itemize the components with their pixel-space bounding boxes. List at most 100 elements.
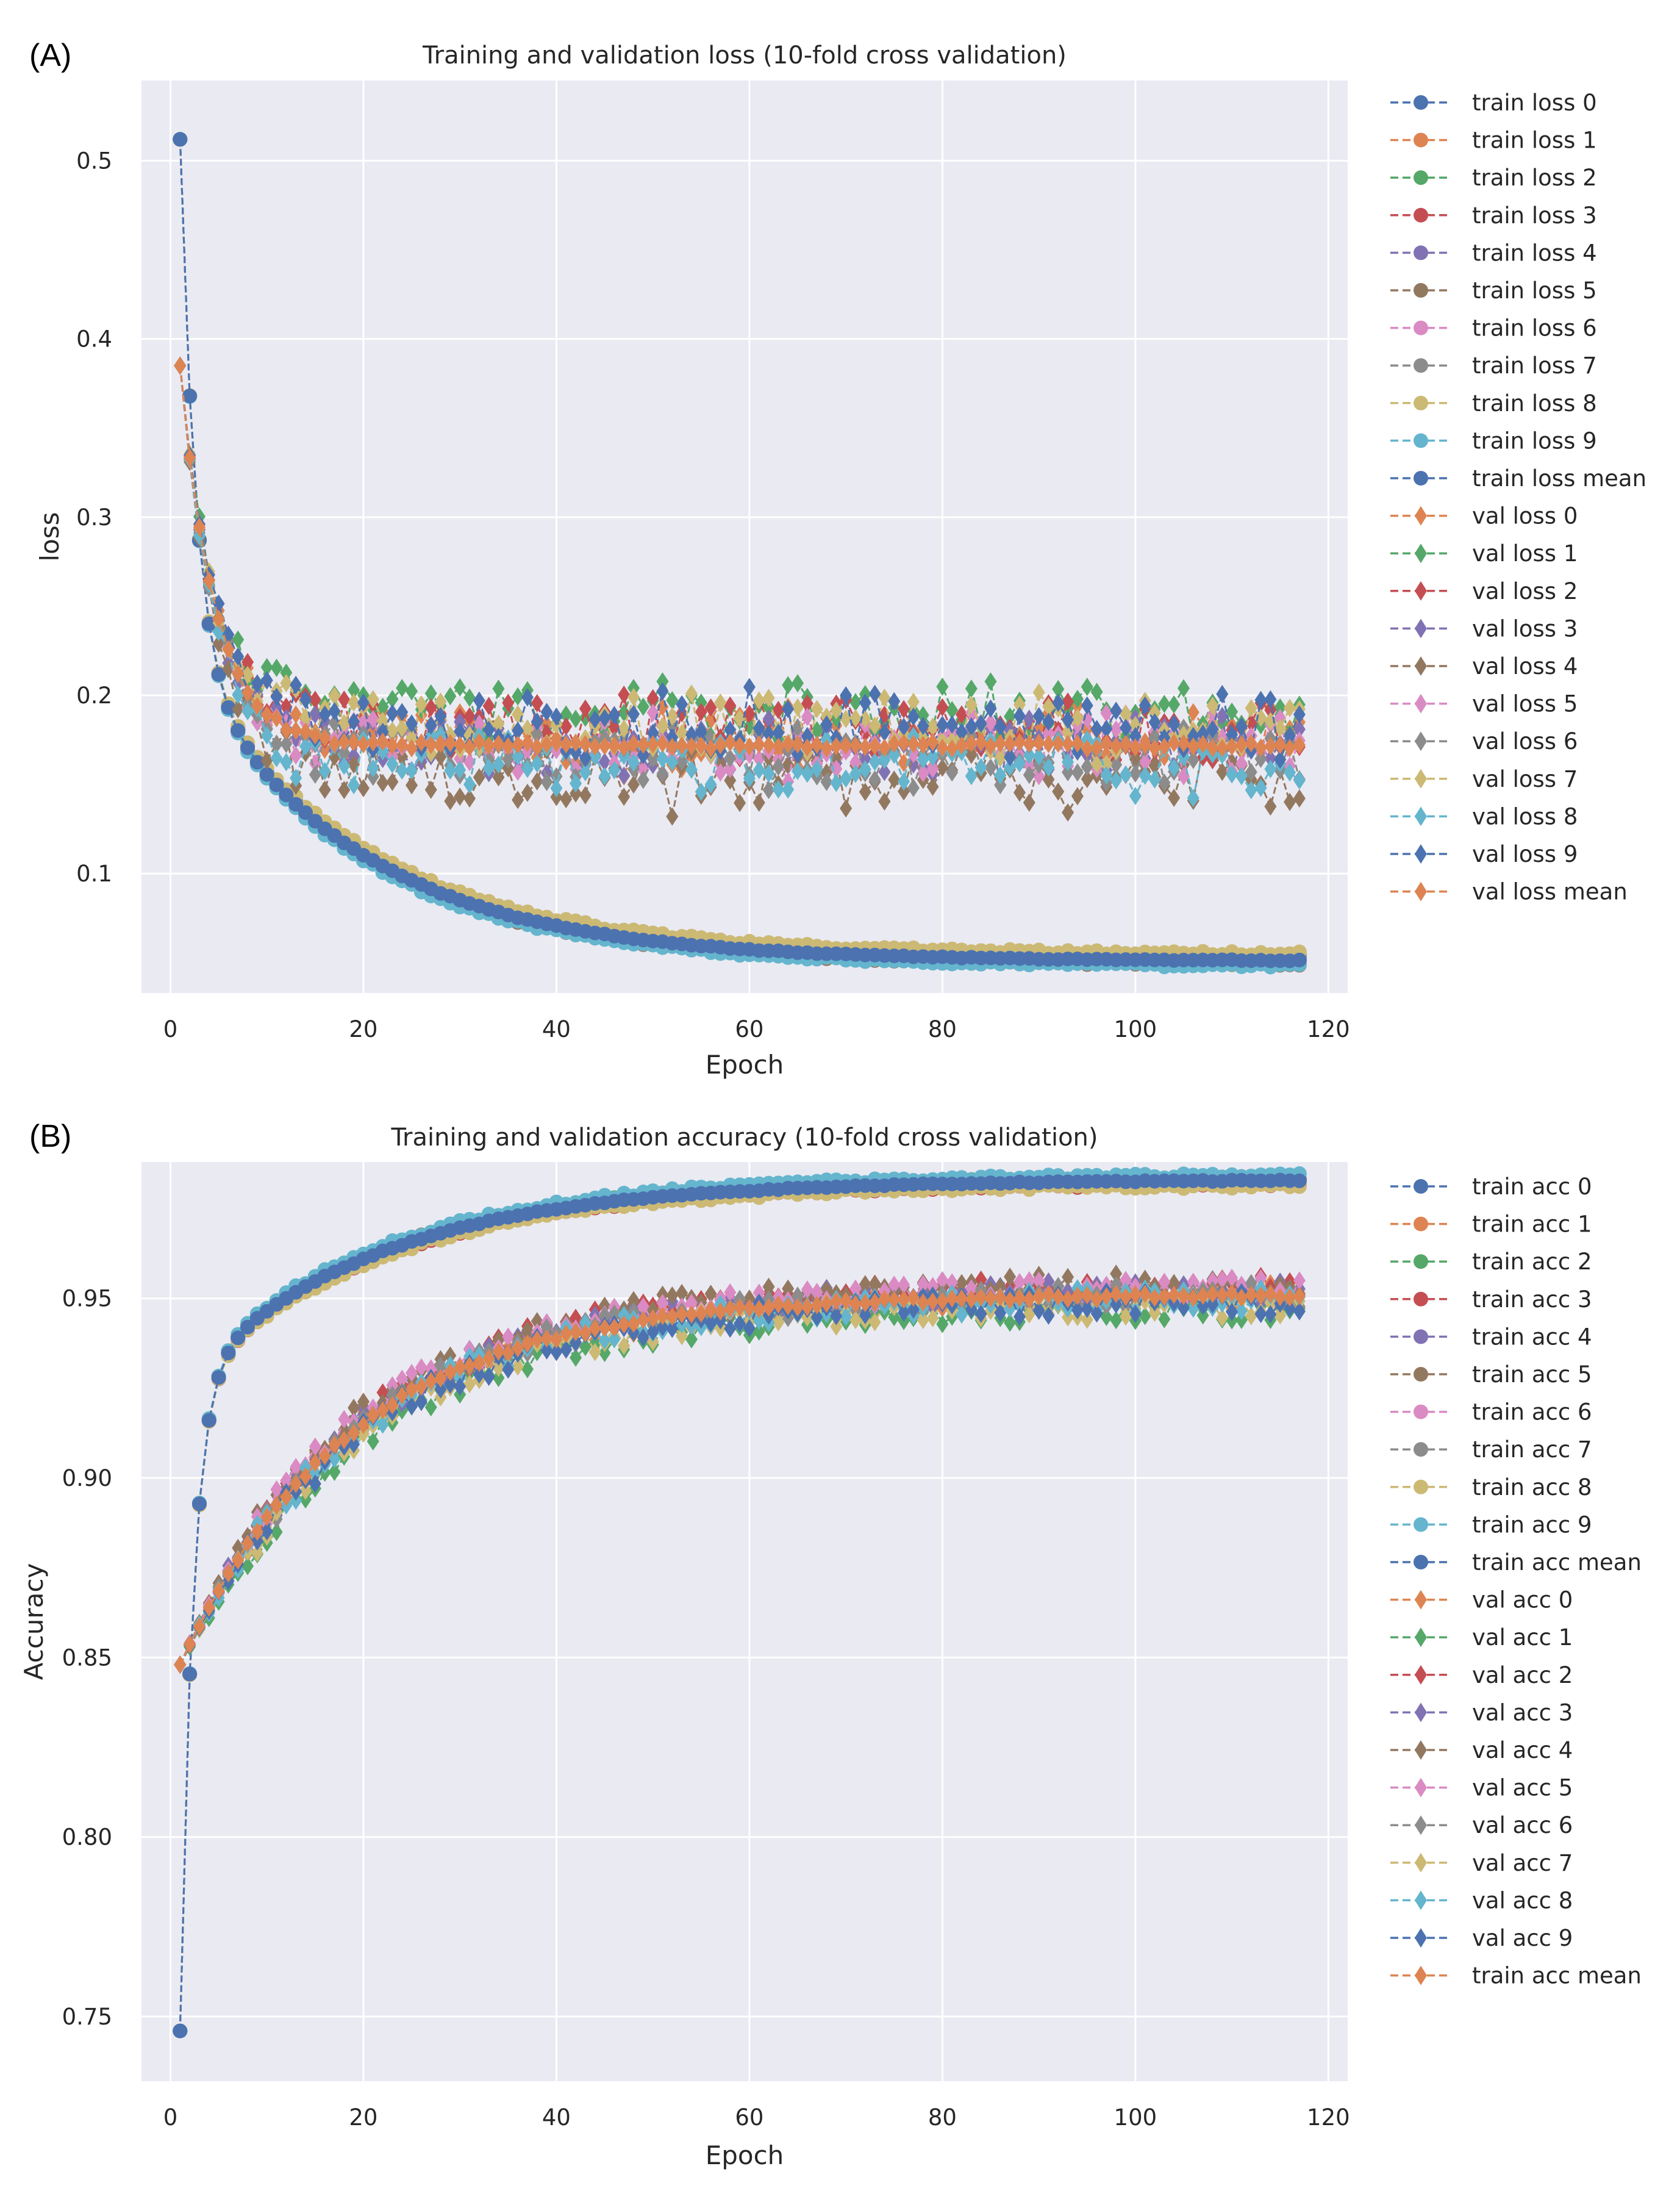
legend-marker: [1415, 769, 1427, 789]
legend-item: val loss 4: [1390, 653, 1578, 680]
data-point: [502, 694, 515, 712]
data-point: [444, 687, 457, 706]
data-point: [376, 732, 389, 751]
data-point: [1274, 719, 1287, 737]
data-point: [1187, 750, 1199, 769]
data-point: [666, 691, 679, 710]
data-point: [290, 722, 302, 740]
data-point: [830, 759, 843, 778]
data-point: [280, 673, 293, 692]
data-point: [936, 677, 949, 696]
legend-label: val loss 6: [1472, 728, 1578, 755]
data-point: [348, 712, 360, 731]
data-point: [917, 750, 929, 769]
data-point: [1148, 728, 1161, 747]
data-point: [676, 736, 688, 755]
data-point: [396, 761, 409, 780]
data-point: [656, 682, 669, 701]
data-point: [984, 758, 997, 777]
legend-marker: [1415, 506, 1427, 526]
data-point: [618, 766, 631, 785]
data-point: [695, 736, 707, 755]
y-tick-label: 0.1: [76, 861, 112, 887]
legend-marker: [1415, 694, 1427, 714]
data-point: [1023, 766, 1035, 784]
data-point: [1032, 733, 1045, 752]
data-point: [878, 688, 891, 707]
data-point: [406, 714, 418, 733]
data-point: [772, 737, 785, 756]
data-point: [424, 684, 437, 703]
data-point: [1042, 734, 1055, 753]
data-point: [1120, 705, 1132, 723]
data-point: [1264, 690, 1277, 709]
data-point: [241, 701, 254, 720]
data-point: [762, 698, 775, 717]
data-point: [1129, 738, 1142, 757]
data-point: [627, 734, 640, 753]
data-point: [290, 675, 302, 694]
data-point: [1062, 734, 1074, 753]
data-point: [1129, 786, 1142, 805]
data-point: [550, 707, 563, 726]
data-point: [618, 685, 631, 704]
data-point: [290, 769, 302, 787]
data-point: [752, 793, 765, 812]
data-point: [1062, 803, 1074, 822]
data-point: [1052, 782, 1065, 801]
data-point: [406, 776, 418, 795]
legend-label: train loss mean: [1472, 465, 1646, 492]
data-point: [463, 738, 476, 757]
data-point: [1023, 793, 1035, 812]
y-tick-label: 0.4: [76, 326, 112, 353]
data-point: [1196, 724, 1209, 743]
data-point: [521, 759, 534, 778]
data-point: [280, 663, 293, 682]
data-point: [1148, 739, 1161, 758]
data-point: [907, 778, 920, 797]
data-point: [1081, 696, 1093, 715]
data-point: [270, 748, 283, 767]
data-point: [1206, 696, 1219, 715]
data-point: [820, 772, 833, 791]
data-point: [184, 448, 196, 467]
data-point: [849, 709, 862, 728]
data-point: [994, 734, 1007, 753]
data-point: [1090, 755, 1103, 773]
data-point: [270, 687, 283, 706]
data-point: [434, 692, 447, 711]
legend-item: train loss 8: [1390, 390, 1597, 417]
data-point: [1254, 738, 1267, 757]
data-point: [1062, 711, 1074, 730]
data-point: [1120, 719, 1132, 737]
data-point: [868, 752, 881, 771]
data-point: [280, 720, 293, 739]
data-point: [1081, 677, 1093, 696]
data-point: [984, 699, 997, 718]
data-point: [598, 767, 611, 786]
data-point: [232, 664, 245, 683]
data-point: [898, 753, 910, 772]
data-point: [1158, 773, 1171, 792]
legend-marker: [1415, 656, 1427, 676]
data-point: [386, 736, 399, 755]
data-point: [1177, 679, 1190, 698]
data-point: [724, 733, 737, 752]
legend-marker: [1414, 320, 1428, 335]
data-point: [1032, 707, 1045, 726]
data-point: [579, 748, 592, 767]
data-point: [1129, 726, 1142, 745]
data-point: [1168, 734, 1181, 753]
data-point: [328, 734, 341, 753]
series-train-loss-mean: [173, 132, 1307, 969]
data-point: [637, 770, 649, 789]
data-point: [1148, 713, 1161, 732]
data-point: [1168, 714, 1181, 733]
data-point: [1129, 764, 1142, 783]
data-point: [1042, 724, 1055, 743]
data-point: [859, 737, 871, 756]
data-point: [666, 737, 679, 756]
data-point: [241, 683, 254, 702]
data-point: [714, 693, 727, 712]
data-point: [173, 2023, 188, 2039]
